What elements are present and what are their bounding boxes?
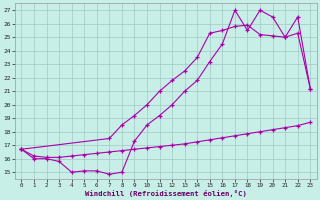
- X-axis label: Windchill (Refroidissement éolien,°C): Windchill (Refroidissement éolien,°C): [85, 190, 247, 197]
